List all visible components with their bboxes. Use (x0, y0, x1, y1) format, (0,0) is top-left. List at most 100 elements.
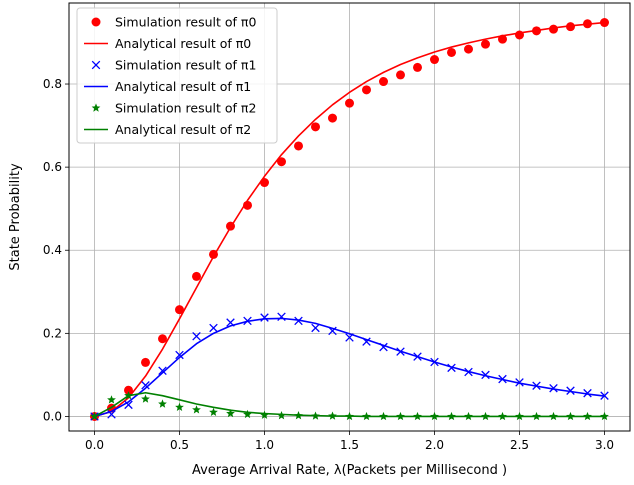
data-point-stroke (107, 410, 116, 419)
legend-label: Analytical result of π1 (115, 79, 251, 94)
legend-label: Analytical result of π2 (115, 122, 251, 137)
data-point-stroke (379, 342, 388, 352)
series-line (94, 391, 605, 418)
data-point (311, 323, 320, 333)
legend-swatch-stroke (91, 60, 101, 70)
data-point (175, 305, 184, 315)
data-point-stroke (328, 326, 337, 336)
data-point-stroke (209, 323, 218, 333)
data-point (447, 363, 456, 373)
data-point (107, 395, 116, 404)
data-point (124, 385, 133, 395)
x-axis-ticks: 0.0 0.5 1.0 1.5 2.0 2.5 3.0 (85, 431, 614, 452)
data-point-stroke (260, 313, 269, 322)
plot-series (90, 18, 609, 421)
legend-label: Simulation result of π0 (115, 15, 256, 30)
y-tick-label: 0.6 (43, 160, 62, 174)
legend-label: Simulation result of π2 (115, 101, 256, 116)
data-point-stroke (141, 381, 150, 390)
x-tick-label: 1.0 (255, 438, 274, 452)
data-point (328, 113, 337, 123)
y-tick-label: 0.8 (43, 77, 62, 91)
y-tick-label: 0.4 (43, 243, 62, 257)
data-point (158, 399, 167, 408)
data-point (481, 370, 490, 380)
data-point (277, 411, 286, 420)
data-point (566, 22, 575, 32)
data-point-stroke (583, 388, 592, 398)
data-point-stroke (158, 366, 167, 376)
data-point (260, 410, 269, 419)
data-point (141, 394, 150, 403)
data-point (430, 55, 439, 65)
data-point (566, 386, 575, 395)
y-tick-label: 0.2 (43, 326, 62, 340)
data-point (209, 323, 218, 333)
series-3 (94, 317, 605, 418)
series-5 (94, 391, 605, 418)
data-point (158, 334, 167, 344)
legend-swatch (91, 17, 101, 27)
data-point (311, 122, 320, 132)
x-tick-label: 2.5 (510, 438, 529, 452)
data-point (583, 388, 592, 398)
data-point (413, 62, 422, 72)
data-point-stroke (566, 386, 575, 395)
legend-swatch (91, 103, 101, 112)
data-point (362, 85, 371, 95)
data-point-stroke (226, 318, 235, 327)
x-tick-label: 0.5 (170, 438, 189, 452)
data-point (277, 157, 286, 167)
x-tick-label: 0.0 (85, 438, 104, 452)
data-point-stroke (549, 383, 558, 393)
data-point (549, 383, 558, 393)
data-point (294, 316, 303, 326)
data-point (209, 407, 218, 417)
data-point (175, 350, 184, 360)
legend-label: Analytical result of π0 (115, 36, 251, 51)
data-point-stroke (447, 363, 456, 373)
data-point-stroke (481, 370, 490, 380)
data-point-stroke (124, 400, 133, 410)
data-point (141, 357, 150, 367)
x-axis-label: Average Arrival Rate, λ(Packets per Mill… (192, 463, 507, 478)
data-point (294, 141, 303, 151)
series-line (94, 21, 605, 418)
data-point (226, 408, 235, 418)
data-point-stroke (311, 323, 320, 333)
series-line (94, 317, 605, 418)
legend-label: Simulation result of π1 (115, 58, 256, 73)
data-point (345, 98, 354, 108)
data-point (192, 271, 201, 281)
data-point (481, 39, 490, 49)
data-point (464, 44, 473, 54)
data-point-stroke (277, 312, 286, 321)
x-tick-label: 2.0 (425, 438, 444, 452)
series-1 (94, 21, 605, 418)
y-axis-ticks: 0.0 0.2 0.4 0.6 0.8 (43, 77, 69, 423)
data-point-stroke (192, 331, 201, 341)
data-point-stroke (294, 316, 303, 326)
data-point (447, 47, 456, 57)
data-point (124, 400, 133, 410)
y-tick-label: 0.0 (43, 409, 62, 423)
y-axis-label: State Probability (8, 163, 23, 271)
data-point-stroke (175, 350, 184, 360)
legend: Simulation result of π0 Analytical result… (76, 7, 278, 144)
data-point-stroke (515, 378, 524, 387)
data-point (515, 378, 524, 387)
legend-swatch (91, 60, 101, 70)
data-point (141, 381, 150, 390)
x-tick-label: 1.5 (340, 438, 359, 452)
legend-box (76, 7, 278, 144)
data-point (192, 405, 201, 414)
data-point (243, 409, 252, 419)
data-point (175, 402, 184, 412)
data-point (260, 313, 269, 322)
data-point (396, 70, 405, 80)
data-point (158, 366, 167, 376)
data-point-stroke (362, 337, 371, 346)
data-point (379, 77, 388, 87)
x-tick-label: 3.0 (595, 438, 614, 452)
